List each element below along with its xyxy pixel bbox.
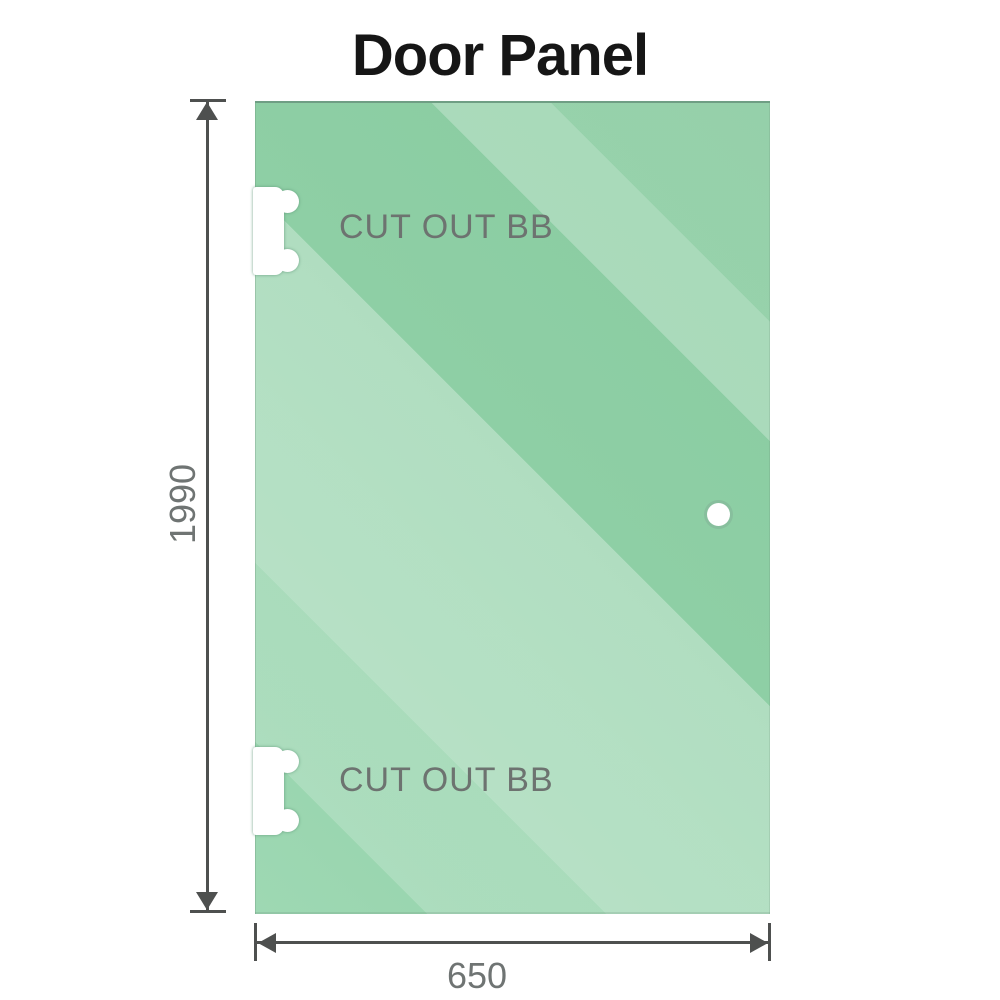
hinge-cutout-bottom-hole-upper — [276, 750, 299, 773]
arrowhead-right-icon — [750, 933, 768, 953]
width-dimension-tick-right — [768, 923, 771, 961]
cutout-label-top: CUT OUT BB — [339, 208, 554, 246]
cutout-label-bottom: CUT OUT BB — [339, 761, 554, 799]
hinge-cutout-bottom-hole-lower — [276, 809, 299, 832]
width-dimension-line — [256, 941, 769, 944]
hinge-cutout-top-hole-upper — [276, 190, 299, 213]
glass-panel: CUT OUT BB CUT OUT BB — [253, 101, 770, 914]
width-dimension-tick-left — [254, 923, 257, 961]
diagram-title: Door Panel — [351, 23, 649, 88]
height-dimension-cap-top — [190, 99, 226, 102]
arrowhead-down-icon — [196, 892, 218, 910]
handle-hole — [707, 503, 730, 526]
arrowhead-left-icon — [258, 933, 276, 953]
height-dimension-line — [206, 100, 209, 912]
height-value: 1990 — [162, 463, 203, 545]
arrowhead-up-icon — [196, 102, 218, 120]
hinge-cutout-bottom — [253, 747, 300, 835]
hinge-cutout-top-hole-lower — [276, 249, 299, 272]
height-dimension-cap-bottom — [190, 910, 226, 913]
width-value: 650 — [446, 955, 508, 996]
hinge-cutout-top — [253, 187, 300, 275]
